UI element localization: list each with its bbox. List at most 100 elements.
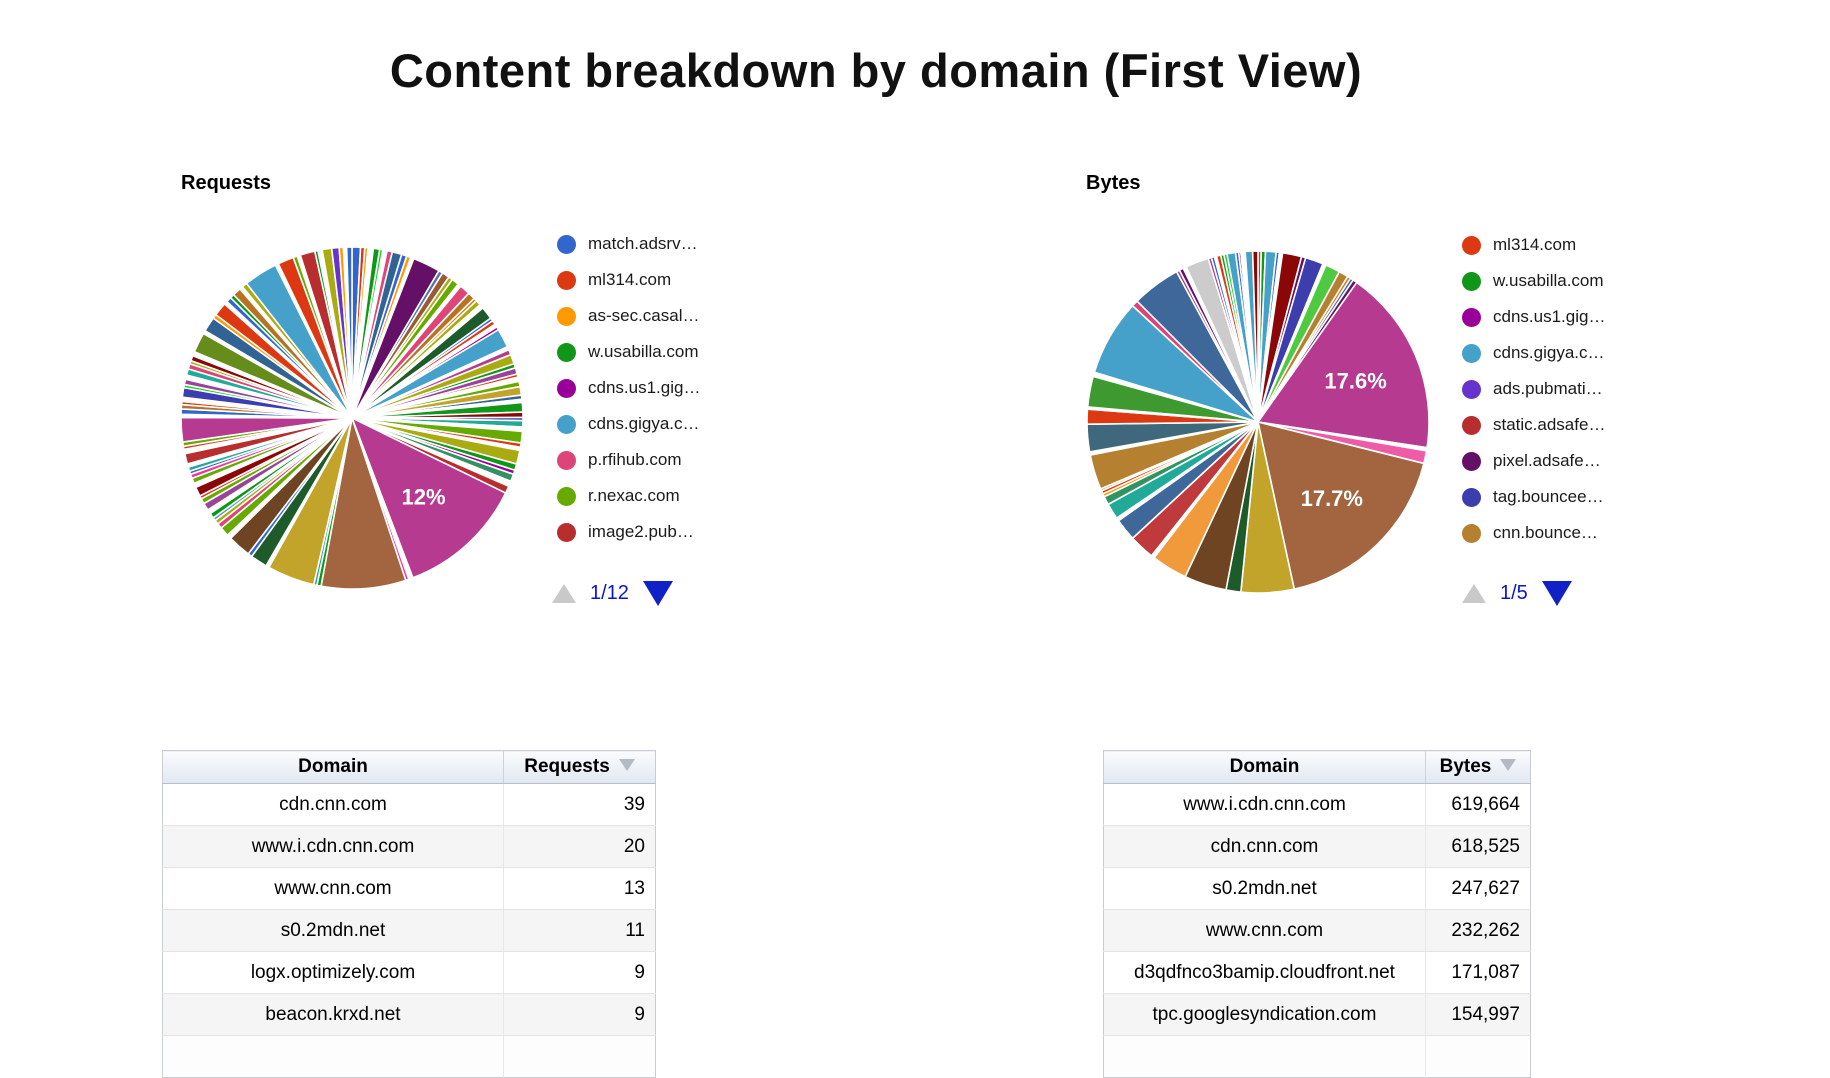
table-row[interactable]: tpc.googlesyndication.com 154,997 (1103, 993, 1531, 1036)
value-cell: 9 (503, 993, 656, 1036)
legend-swatch-icon (1462, 487, 1481, 507)
table-row[interactable]: s0.2mdn.net 11 (162, 909, 656, 952)
legend-item-label: ads.pubmati… (1493, 379, 1603, 398)
legend-item-label: static.adsafe… (1493, 415, 1606, 434)
value-cell: 232,262 (1425, 909, 1531, 952)
legend-item[interactable]: ml314.com (1462, 227, 1732, 263)
legend-item[interactable]: cdns.gigya.c… (557, 406, 827, 442)
bytes-table: Domain Bytes www.i.cdn.cnn.com 619,664 cdn.c… (1103, 750, 1531, 1078)
domain-cell: cdn.cnn.com (162, 783, 504, 826)
legend-page-up-icon[interactable] (552, 583, 576, 603)
pie-slice-percent-label: 17.7% (1301, 486, 1363, 511)
legend-swatch-icon (1462, 523, 1481, 543)
legend-item[interactable]: as-sec.casal… (557, 298, 827, 334)
sort-descending-icon (1500, 759, 1517, 772)
domain-cell: s0.2mdn.net (162, 909, 504, 952)
legend-item[interactable]: ads.pubmati… (1462, 371, 1732, 407)
legend-item[interactable]: r.nexac.com (557, 478, 827, 514)
legend-item[interactable]: p.rfihub.com (557, 442, 827, 478)
legend-item[interactable]: cdns.us1.gig… (557, 370, 827, 406)
requests-chart-heading: Requests (181, 172, 272, 194)
column-header-domain[interactable]: Domain (1103, 750, 1426, 784)
legend-item-label: w.usabilla.com (1493, 271, 1604, 290)
domain-cell: www.i.cdn.cnn.com (1103, 783, 1426, 826)
pie-slice[interactable] (350, 416, 507, 579)
legend-item[interactable]: w.usabilla.com (1462, 263, 1732, 299)
legend-page-down-icon[interactable] (642, 580, 673, 606)
legend-item-label: cdns.us1.gig… (1493, 307, 1606, 326)
legend-swatch-icon (557, 306, 576, 326)
requests-legend: match.adsrv… ml314.com as-sec.casal… w.usab… (557, 226, 827, 550)
table-row[interactable]: www.i.cdn.cnn.com 20 (162, 825, 656, 868)
legend-item-label: pixel.adsafe… (1493, 451, 1601, 470)
legend-item[interactable]: ml314.com (557, 262, 827, 298)
legend-item-label: ml314.com (1493, 235, 1577, 254)
table-row[interactable]: d3qdfnco3bamip.cloudfront.net 171,087 (1103, 951, 1531, 994)
pie-slice[interactable] (1256, 420, 1425, 591)
legend-item-label: tag.bouncee… (1493, 487, 1604, 506)
legend-item[interactable]: cdns.gigya.c… (1462, 335, 1732, 371)
legend-item-label: as-sec.casal… (588, 306, 700, 325)
legend-item[interactable]: pixel.adsafe… (1462, 443, 1732, 479)
legend-item-label: cdns.gigya.c… (1493, 343, 1605, 362)
requests-table: Domain Requests cdn.cnn.com 39 www.i.cdn.cnn… (162, 750, 656, 1078)
table-row[interactable]: beacon.krxd.net 9 (162, 993, 656, 1036)
legend-swatch-icon (557, 234, 576, 254)
legend-item[interactable]: match.adsrv… (557, 226, 827, 262)
pie-slice[interactable] (1256, 281, 1430, 449)
column-header-domain[interactable]: Domain (162, 750, 504, 784)
bytes-legend: ml314.com w.usabilla.com cdns.us1.gig… cdns… (1462, 227, 1732, 551)
legend-item-label: ml314.com (588, 270, 672, 289)
legend-item-label: r.nexac.com (588, 486, 680, 505)
sort-descending-icon (618, 759, 635, 772)
requests-legend-pager: 1/12 (552, 578, 673, 608)
legend-item[interactable]: image2.pub… (557, 514, 827, 550)
legend-item[interactable]: static.adsafe… (1462, 407, 1732, 443)
legend-swatch-icon (1462, 451, 1481, 471)
table-row[interactable]: logx.optimizely.com 9 (162, 951, 656, 994)
legend-item-label: image2.pub… (588, 522, 694, 541)
table-row[interactable]: cdn.cnn.com 39 (162, 783, 656, 826)
pie-slice-percent-label: 17.6% (1324, 369, 1386, 394)
legend-item-label: cdns.us1.gig… (588, 378, 701, 397)
value-cell: 247,627 (1425, 867, 1531, 910)
pie-slice-percent-label: 12% (401, 484, 445, 509)
value-cell: 11 (503, 909, 656, 952)
legend-swatch-icon (557, 270, 576, 290)
table-row[interactable]: cdn.cnn.com 618,525 (1103, 825, 1531, 868)
legend-swatch-icon (1462, 307, 1481, 327)
table-row[interactable]: www.cnn.com 232,262 (1103, 909, 1531, 952)
legend-swatch-icon (557, 486, 576, 506)
legend-swatch-icon (557, 378, 576, 398)
column-header-requests[interactable]: Requests (503, 750, 656, 784)
legend-page-indicator: 1/12 (590, 581, 629, 604)
page-title: Content breakdown by domain (First View) (389, 44, 1363, 98)
legend-item-label: match.adsrv… (588, 234, 698, 253)
legend-item[interactable]: cnn.bounce… (1462, 515, 1732, 551)
value-cell: 171,087 (1425, 951, 1531, 994)
legend-page-up-icon[interactable] (1462, 583, 1486, 603)
legend-item-label: p.rfihub.com (588, 450, 682, 469)
domain-cell: d3qdfnco3bamip.cloudfront.net (1103, 951, 1426, 994)
domain-cell: cdn.cnn.com (1103, 825, 1426, 868)
legend-item[interactable]: tag.bouncee… (1462, 479, 1732, 515)
column-header-label: Domain (298, 756, 368, 777)
value-cell: 39 (503, 783, 656, 826)
table-row[interactable]: www.i.cdn.cnn.com 619,664 (1103, 783, 1531, 826)
domain-cell: www.i.cdn.cnn.com (162, 825, 504, 868)
column-header-label: Bytes (1439, 756, 1492, 777)
pie-slice[interactable] (1251, 250, 1259, 423)
value-cell: 618,525 (1425, 825, 1531, 868)
legend-item[interactable]: cdns.us1.gig… (1462, 299, 1732, 335)
bytes-pie-chart: 17.6% 17.7% (1086, 250, 1430, 594)
legend-swatch-icon (1462, 235, 1481, 255)
domain-cell: s0.2mdn.net (1103, 867, 1426, 910)
legend-page-down-icon[interactable] (1541, 580, 1572, 606)
table-row[interactable]: www.cnn.com 13 (162, 867, 656, 910)
value-cell: 619,664 (1425, 783, 1531, 826)
pie-slice[interactable] (345, 246, 353, 419)
legend-item[interactable]: w.usabilla.com (557, 334, 827, 370)
legend-swatch-icon (1462, 415, 1481, 435)
table-row[interactable]: s0.2mdn.net 247,627 (1103, 867, 1531, 910)
column-header-bytes[interactable]: Bytes (1425, 750, 1531, 784)
